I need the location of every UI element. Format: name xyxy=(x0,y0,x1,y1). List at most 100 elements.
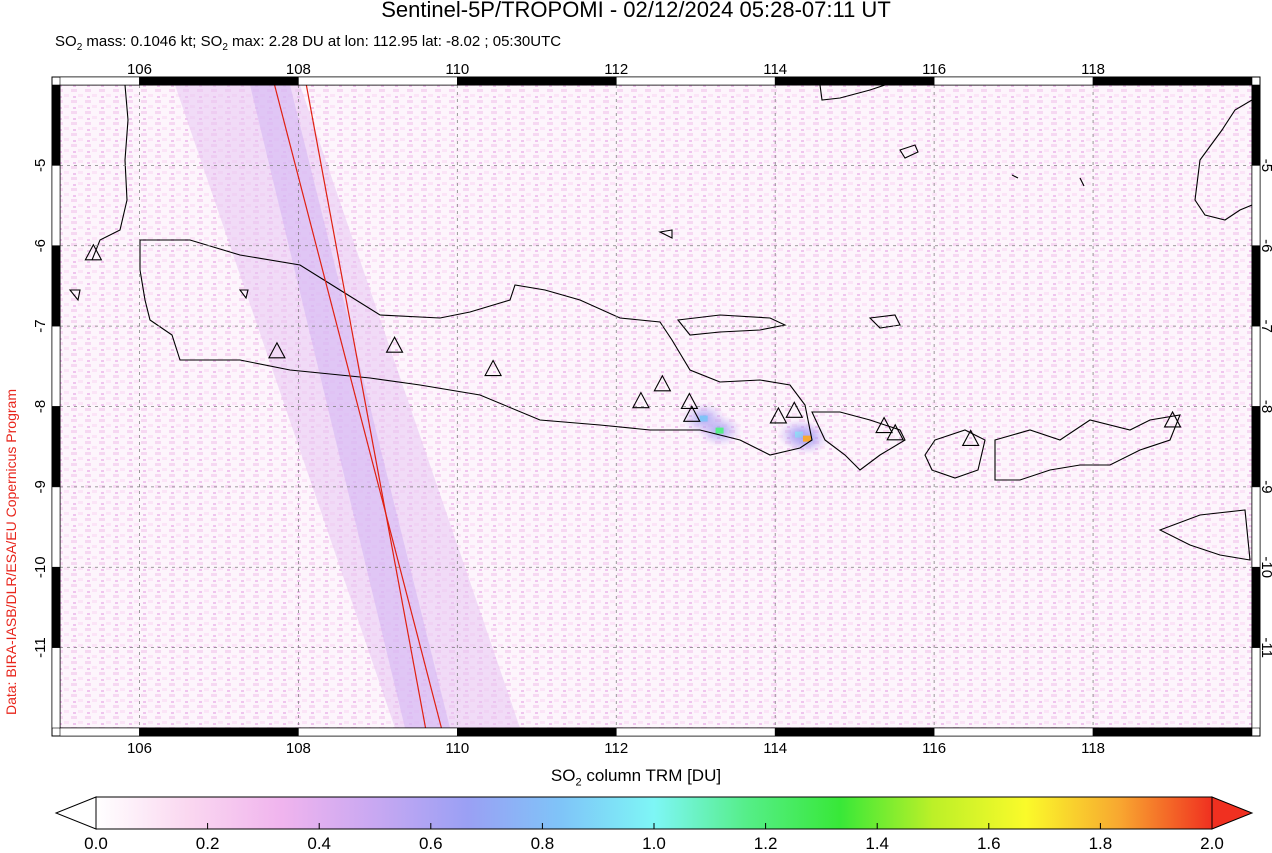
frame-segment xyxy=(1092,76,1253,86)
lat-tick-label-left: -7 xyxy=(32,319,49,332)
frame-segment xyxy=(51,325,61,407)
colorbar-tick-label: 1.4 xyxy=(865,834,889,853)
lat-tick-label-right: -10 xyxy=(1258,556,1272,578)
coast-islet xyxy=(68,289,81,302)
lon-tick-label-top: 116 xyxy=(922,61,946,78)
frame-segment xyxy=(1251,566,1261,648)
coast-islet xyxy=(658,229,673,239)
coast-lombok xyxy=(924,429,986,479)
volcano-marker-icon xyxy=(886,423,905,441)
volcano-marker-icon xyxy=(631,391,650,409)
frame-segment xyxy=(51,165,61,247)
colorbar-over-arrow xyxy=(1211,796,1254,830)
frame-segment xyxy=(1251,406,1261,488)
volcano-marker-icon xyxy=(84,243,103,261)
frame-segment xyxy=(1251,325,1261,407)
colorbar-tick-label: 1.2 xyxy=(754,834,778,853)
so2-pixel xyxy=(715,427,724,434)
frame-segment xyxy=(774,727,935,737)
lat-tick-label-right: -5 xyxy=(1258,159,1272,172)
frame-segment xyxy=(1251,486,1261,568)
colorbar-tick-label: 0.8 xyxy=(531,834,555,853)
frame-segment xyxy=(51,245,61,327)
coast-sumba xyxy=(1158,509,1251,561)
lat-tick-label-left: -6 xyxy=(32,239,49,252)
coast-islet xyxy=(1079,177,1085,187)
lon-tick-label-bottom: 118 xyxy=(1081,740,1105,757)
frame-segment xyxy=(51,84,61,166)
volcano-marker-icon xyxy=(682,405,701,422)
frame-segment xyxy=(1251,165,1261,247)
volcano-marker-icon xyxy=(1163,410,1182,428)
swath-edges xyxy=(273,85,443,728)
lon-tick-label-top: 112 xyxy=(604,61,628,78)
lat-tick-label-left: -10 xyxy=(32,556,49,578)
colorbar-tick-label: 0.6 xyxy=(419,834,443,853)
subtitle-part: max: 2.28 DU at lon: 112.95 lat: -8.02 ;… xyxy=(227,33,562,50)
subtitle-part: mass: 0.1046 kt; SO xyxy=(82,33,223,50)
subtitle-subscript: 2 xyxy=(76,42,83,53)
coast-sulawesi xyxy=(1194,99,1252,221)
map-frame xyxy=(51,76,1261,737)
lat-tick-label-right: -7 xyxy=(1258,319,1272,332)
frame-segment xyxy=(51,566,61,648)
lat-tick-label-left: -9 xyxy=(32,480,49,493)
coast-sumbawa xyxy=(994,414,1181,481)
frame-segment xyxy=(1251,647,1261,729)
lon-tick-label-top: 118 xyxy=(1081,61,1105,78)
frame-segment xyxy=(59,727,140,737)
so2-hotspots xyxy=(681,402,829,455)
map-subtitle: SO2 mass: 0.1046 kt; SO2 max: 2.28 DU at… xyxy=(55,33,561,53)
subtitle-part: SO xyxy=(55,33,77,50)
frame-segment xyxy=(1092,727,1253,737)
frame-segment xyxy=(1251,84,1261,166)
frame-segment xyxy=(457,727,617,737)
colorbar: 0.0 0.2 0.4 0.6 0.8 1.0 1.2 1.4 1.6 1.8 2.0 xyxy=(54,796,1254,853)
coast-bali xyxy=(811,411,906,471)
colorbar-tick-label: 0.4 xyxy=(307,834,331,853)
coast-islet xyxy=(868,314,901,329)
colorbar-tick-label: 1.0 xyxy=(642,834,666,853)
colorbar-label-part: SO xyxy=(550,766,576,785)
lat-tick-label-right: -9 xyxy=(1258,480,1272,493)
frame-segment xyxy=(298,727,458,737)
coast-kalimantan xyxy=(819,85,886,101)
coast-islet xyxy=(899,144,919,159)
volcano-marker-icon xyxy=(769,406,788,424)
frame-segment xyxy=(774,76,935,86)
lon-tick-label-top: 108 xyxy=(286,61,311,78)
volcano-marker-icon xyxy=(268,341,286,359)
so2-pixel xyxy=(699,415,708,422)
lon-tick-label-top: 106 xyxy=(127,61,152,78)
frame-segment xyxy=(933,727,1094,737)
map-title: Sentinel-5P/TROPOMI - 02/12/2024 05:28-0… xyxy=(381,0,891,22)
colorbar-tick-label: 1.8 xyxy=(1089,834,1113,853)
subtitle-subscript: 2 xyxy=(222,42,228,53)
frame-segment xyxy=(51,486,61,568)
coast-java xyxy=(139,239,813,456)
colorbar-tick-label: 2.0 xyxy=(1200,834,1224,853)
lon-tick-label-bottom: 116 xyxy=(922,740,946,757)
coast-madura xyxy=(676,314,787,336)
lon-tick-label-bottom: 112 xyxy=(604,740,628,757)
frame-segment xyxy=(59,76,140,86)
colorbar-label-subscript: 2 xyxy=(575,776,582,789)
lat-tick-label-right: -11 xyxy=(1258,637,1272,658)
frame-segment xyxy=(933,76,1094,86)
colorbar-label: SO2 column TRM [DU] xyxy=(0,766,1272,788)
graticule xyxy=(60,85,1252,728)
frame-segment xyxy=(457,76,617,86)
coast-sumatra xyxy=(91,85,129,261)
frame-segment xyxy=(51,406,61,488)
lat-tick-label-left: -8 xyxy=(32,400,49,413)
frame-segment xyxy=(615,76,776,86)
volcano-marker-icon xyxy=(875,416,893,434)
coast-islet xyxy=(1011,174,1019,179)
colorbar-under-arrow xyxy=(54,796,97,830)
frame-segment xyxy=(615,727,776,737)
volcano-marker-icon xyxy=(484,359,503,377)
lon-tick-label-top: 110 xyxy=(445,61,469,78)
colorbar-tick-label: 1.6 xyxy=(977,834,1001,853)
swath-edge-line xyxy=(273,85,443,728)
